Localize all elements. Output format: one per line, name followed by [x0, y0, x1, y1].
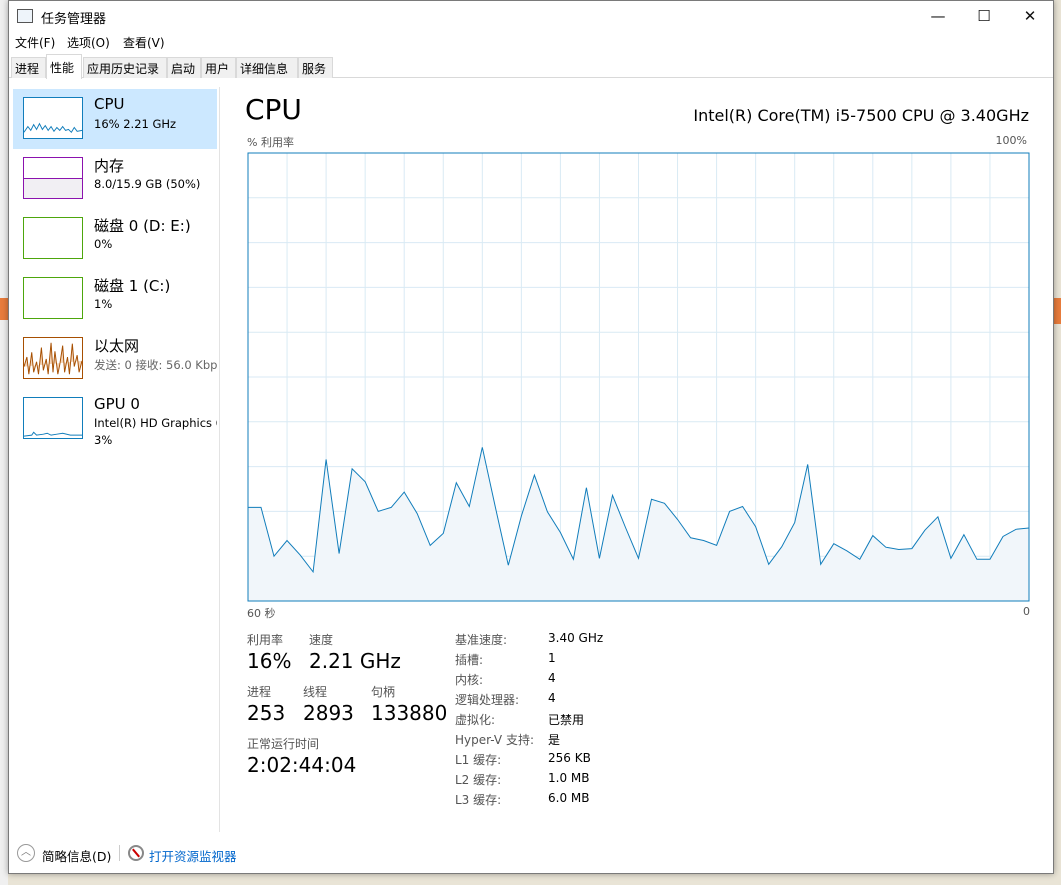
detail-value: 6.0 MB: [548, 791, 590, 805]
fewer-details-button[interactable]: 简略信息(D): [42, 849, 112, 864]
tab-app-history[interactable]: 应用历史记录: [83, 57, 167, 78]
detail-value: 1.0 MB: [548, 771, 590, 785]
menu-view[interactable]: 查看(V): [123, 36, 165, 50]
threads-label: 线程: [303, 685, 328, 699]
cpu-usage-line: [248, 447, 1030, 574]
memory-thumbnail-graph: [23, 157, 83, 199]
title-bar[interactable]: 任务管理器 — ☐ ✕: [9, 1, 1053, 31]
close-button[interactable]: ✕: [1023, 7, 1037, 25]
sidebar-item-disk-1[interactable]: 磁盘 1 (C:) 1%: [13, 269, 217, 329]
resource-monitor-icon: [128, 845, 144, 861]
collapse-chevron-icon[interactable]: ︿: [17, 844, 35, 862]
task-manager-window: 任务管理器 — ☐ ✕ 文件(F) 选项(O) 查看(V) 进程 性能 应用历史…: [8, 0, 1054, 874]
disk-1-thumbnail-graph: [23, 277, 83, 319]
sidebar-item-cpu[interactable]: CPU 16% 2.21 GHz: [13, 89, 217, 149]
ethernet-thumbnail-graph: [23, 337, 83, 379]
utilization-label: 利用率: [247, 633, 284, 647]
sidebar-item-value: 8.0/15.9 GB (50%): [94, 177, 201, 191]
gpu-thumbnail-graph: [23, 397, 83, 439]
detail-value: 是: [548, 733, 561, 747]
detail-value: 4: [548, 691, 556, 705]
detail-value: 4: [548, 671, 556, 685]
chart-x-left-label: 60 秒: [247, 607, 276, 620]
sidebar-item-value: 16% 2.21 GHz: [94, 117, 177, 131]
detail-label: Hyper-V 支持:: [455, 733, 534, 747]
footer-divider: [119, 845, 120, 861]
window-title: 任务管理器: [41, 12, 107, 27]
handles-label: 句柄: [371, 685, 396, 699]
detail-label: L2 缓存:: [455, 773, 502, 787]
disk-0-thumbnail-graph: [23, 217, 83, 259]
detail-label: 逻辑处理器:: [455, 693, 520, 707]
menu-file[interactable]: 文件(F): [15, 36, 56, 50]
task-manager-icon: [17, 9, 33, 23]
page-title: CPU: [245, 93, 302, 126]
detail-label: 虚拟化:: [455, 713, 496, 727]
menu-bar: 文件(F) 选项(O) 查看(V): [9, 31, 1053, 51]
tab-bar: 进程 性能 应用历史记录 启动 用户 详细信息 服务: [9, 54, 1053, 79]
sidebar-item-ethernet[interactable]: 以太网 发送: 0 接收: 56.0 Kbps: [13, 329, 217, 389]
chart-x-right-label: 0: [1023, 605, 1030, 618]
cpu-usage-area: [248, 447, 1029, 601]
chart-border: [247, 152, 1030, 602]
sidebar-item-value: 发送: 0 接收: 56.0 Kbps: [94, 358, 217, 372]
detail-value: 1: [548, 651, 556, 665]
maximize-button[interactable]: ☐: [977, 7, 991, 25]
tab-processes[interactable]: 进程: [11, 57, 46, 78]
background-window: [1054, 298, 1061, 324]
open-resource-monitor-link[interactable]: 打开资源监视器: [149, 849, 237, 864]
processes-value: 253: [247, 701, 286, 725]
sidebar-item-value: 1%: [94, 297, 113, 311]
background-window: [0, 0, 8, 885]
sidebar-item-name: 以太网: [94, 337, 140, 355]
tab-details[interactable]: 详细信息: [236, 57, 298, 78]
tab-performance[interactable]: 性能: [46, 54, 82, 79]
sidebar-item-gpu-0[interactable]: GPU 0 Intel(R) HD Graphics 6 3%: [13, 389, 217, 449]
cpu-usage-chart: [247, 152, 1030, 602]
tab-startup[interactable]: 启动: [167, 57, 201, 78]
sidebar-item-disk-0[interactable]: 磁盘 0 (D: E:) 0%: [13, 209, 217, 269]
tab-services[interactable]: 服务: [298, 57, 333, 78]
detail-label: L1 缓存:: [455, 753, 502, 767]
detail-value: 256 KB: [548, 751, 591, 765]
detail-label: 基准速度:: [455, 633, 508, 647]
sidebar-item-name: GPU 0: [94, 395, 140, 413]
detail-label: L3 缓存:: [455, 793, 502, 807]
utilization-value: 16%: [247, 649, 292, 673]
background-window: [0, 298, 8, 320]
chart-y-max-label: 100%: [995, 134, 1027, 147]
cpu-model: Intel(R) Core(TM) i5-7500 CPU @ 3.40GHz: [693, 106, 1029, 125]
sidebar-item-value: 0%: [94, 237, 113, 251]
tab-users[interactable]: 用户: [201, 57, 236, 78]
detail-value: 已禁用: [548, 713, 585, 727]
speed-value: 2.21 GHz: [309, 649, 401, 673]
uptime-value: 2:02:44:04: [247, 753, 357, 777]
sidebar-item-value: 3%: [94, 433, 113, 447]
processes-label: 进程: [247, 685, 272, 699]
threads-value: 2893: [303, 701, 354, 725]
sidebar-divider: [219, 87, 220, 832]
cpu-thumbnail-graph: [23, 97, 83, 139]
detail-value: 3.40 GHz: [548, 631, 604, 645]
minimize-button[interactable]: —: [930, 7, 946, 25]
sidebar-item-name: CPU: [94, 95, 125, 113]
sidebar-item-value: Intel(R) HD Graphics 6: [94, 416, 217, 430]
detail-label: 插槽:: [455, 653, 484, 667]
handles-value: 133880: [371, 701, 448, 725]
sidebar-item-name: 内存: [94, 157, 125, 175]
sidebar-item-name: 磁盘 1 (C:): [94, 277, 171, 295]
uptime-label: 正常运行时间: [247, 737, 320, 751]
speed-label: 速度: [309, 633, 334, 647]
sidebar-item-name: 磁盘 0 (D: E:): [94, 217, 191, 235]
chart-y-label: % 利用率: [247, 136, 294, 149]
detail-label: 内核:: [455, 673, 484, 687]
menu-options[interactable]: 选项(O): [67, 36, 110, 50]
sidebar-item-memory[interactable]: 内存 8.0/15.9 GB (50%): [13, 149, 217, 209]
